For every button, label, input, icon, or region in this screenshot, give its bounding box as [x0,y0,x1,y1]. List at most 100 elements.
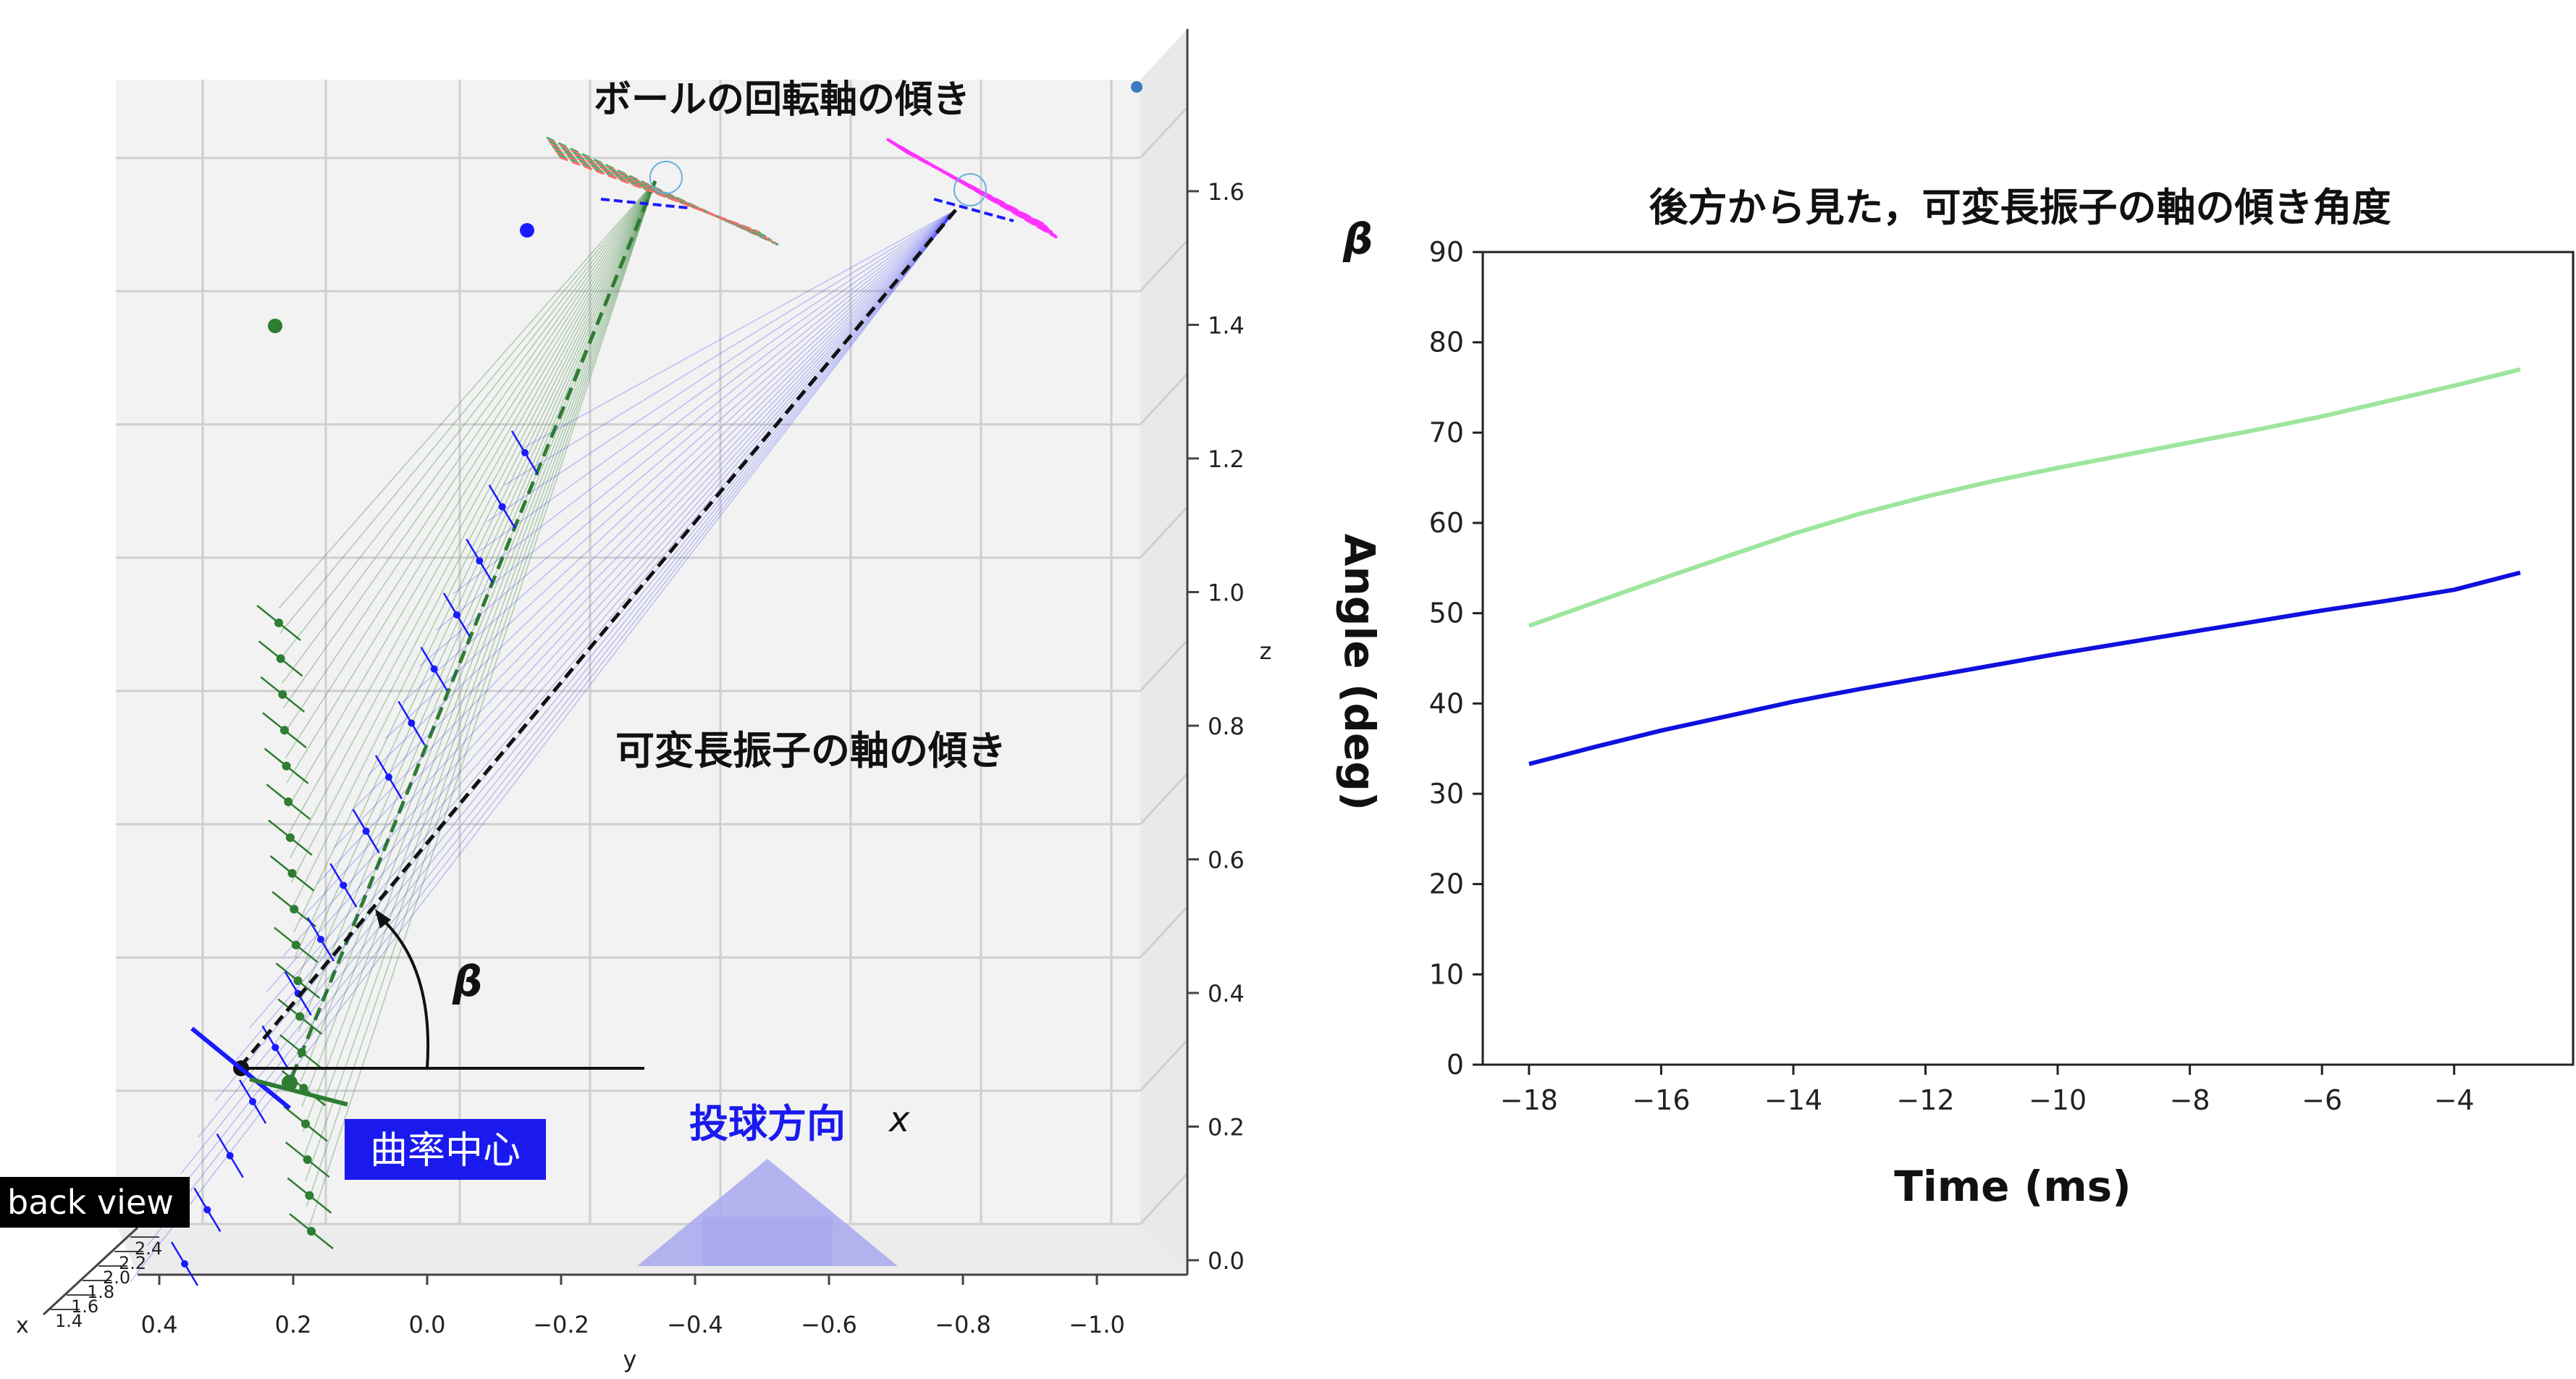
ball-axis-blue [600,198,689,209]
pivot-bar-green [249,1077,348,1107]
green-fan-line [279,180,656,634]
blue-fan-line [436,209,956,631]
throw-arrow-shaft [702,1217,833,1266]
x-tick-label: −4 [2434,1084,2475,1116]
ball-outline [649,161,683,194]
y-tick-label: 20 [1429,868,1464,900]
green-marker-dot [305,1191,314,1200]
y-tick-label: 40 [1429,687,1464,719]
blue-marker-dot [226,1152,234,1160]
green-fan-line [293,180,656,933]
blue-fan-line [487,209,956,522]
grid-side [1139,372,1189,426]
green-fan-line [296,180,656,1007]
blue-fan-line [402,209,956,703]
blue-fan-line [368,209,956,776]
y-tick-label: 70 [1429,416,1464,448]
blue-fan-line [453,209,956,595]
green-marker-dot [293,976,303,986]
y-tick-label: −0.2 [533,1311,589,1338]
blue-fan-line [282,209,956,957]
blue-marker-dot [385,774,392,781]
y-tick-label: −0.8 [935,1311,991,1338]
blue-fan-line [504,209,956,486]
blue-marker-dot [453,611,460,619]
green-fan-line [288,180,656,833]
ball-axis-stroke [906,151,1045,226]
green-marker-dot [276,654,285,663]
green-fan-line [305,180,656,1182]
green-marker-dot [278,690,287,699]
z-tick-label: 0.2 [1208,1114,1245,1141]
x-tick-label: −6 [2302,1084,2342,1116]
blue-fan-line [350,209,956,812]
blue-fan-line [164,209,956,1210]
x-tick-label: −10 [2029,1084,2087,1116]
scene-3d-plot: 0.00.20.40.60.81.01.21.41.6 0.4 0.2 0.0 −0.… [0,29,1271,1373]
green-marker-dot [307,1227,316,1236]
blue-marker-dot [408,719,416,727]
y-axis-ticks: 0.4 0.2 0.0 −0.2 −0.4 −0.6 −0.8 −1.0 [138,1273,1187,1338]
x-tick-label: 2.4 [135,1238,162,1259]
x-axis-label: x [16,1313,29,1338]
chart-ylabel: Angle (deg) [1335,534,1384,811]
green-pendulum-fan [278,180,657,1232]
curvature-center-label: 曲率中心 [370,1129,521,1173]
green-marker-dot [303,1155,312,1165]
y-tick-label: −0.4 [667,1311,723,1338]
blue-fan-line [300,209,956,921]
green-fan-line [282,180,656,709]
z-tick-label: 0.8 [1208,713,1245,740]
green-marker-dot [284,797,293,807]
grid-side [1139,772,1189,826]
corner-dot [1131,81,1142,93]
blue-marker-dot [181,1260,188,1267]
green-fan-line [290,180,656,858]
z-tick-label: 0.0 [1208,1247,1245,1275]
annotations [190,81,1142,1110]
green-fan-line [278,180,656,609]
x-tick-label: −18 [1500,1084,1558,1116]
green-fan-line [280,180,656,659]
y-axis-label: y [623,1346,637,1373]
chart-corner-beta: β [1342,214,1373,264]
z-tick-label: 0.6 [1208,847,1245,874]
z-axis-ticks: 0.0 0.2 0.4 0.6 0.8 1.0 1.2 1.4 1.6 [1186,29,1245,1275]
back-pane [116,80,1140,1224]
green-fan-line [302,180,656,1132]
blue-fan-line [418,209,956,667]
y-tick-label: 0.0 [409,1311,446,1338]
x-tick-label: 1.6 [71,1296,98,1317]
blue-marker-dot [340,881,348,889]
chart-frame [1481,251,2575,1066]
back-pane-face [116,80,1140,1224]
green-marker-dot [282,761,291,771]
blue-pendulum-fan [130,209,956,1283]
chart-series [1528,367,2521,766]
beta-angle-arc [375,913,430,1069]
beta-label: β [452,957,483,1006]
y-tick-label: 60 [1429,507,1464,539]
reference-dot-green [268,319,282,333]
blue-fan-line [266,209,956,993]
green-fan-line [300,180,656,1082]
y-tick-label: 90 [1429,236,1464,268]
x-tick-label: −14 [1764,1084,1822,1116]
blue-fan-line [316,209,956,884]
pendulum-axis-dashed [237,209,957,1070]
x-tick-label: −8 [2170,1084,2210,1116]
green-marker-dot [297,1047,306,1057]
back-view-label: back view [7,1183,174,1222]
grid-side [1139,506,1189,559]
grid-side [1139,1039,1189,1092]
side-pane-face [1140,29,1187,1275]
chart-title: 後方から見た，可変長振子の軸の傾き角度 [1649,185,2391,230]
y-tick-label: 0 [1447,1049,1464,1081]
blue-marker-dot [249,1098,256,1105]
green-fan-line [285,180,656,758]
green-fan-line [292,180,656,908]
blue-fan-line [146,209,956,1246]
blue-fan-line [248,209,956,1029]
green-fan-line [307,180,656,1232]
green-fan-line [290,180,656,883]
